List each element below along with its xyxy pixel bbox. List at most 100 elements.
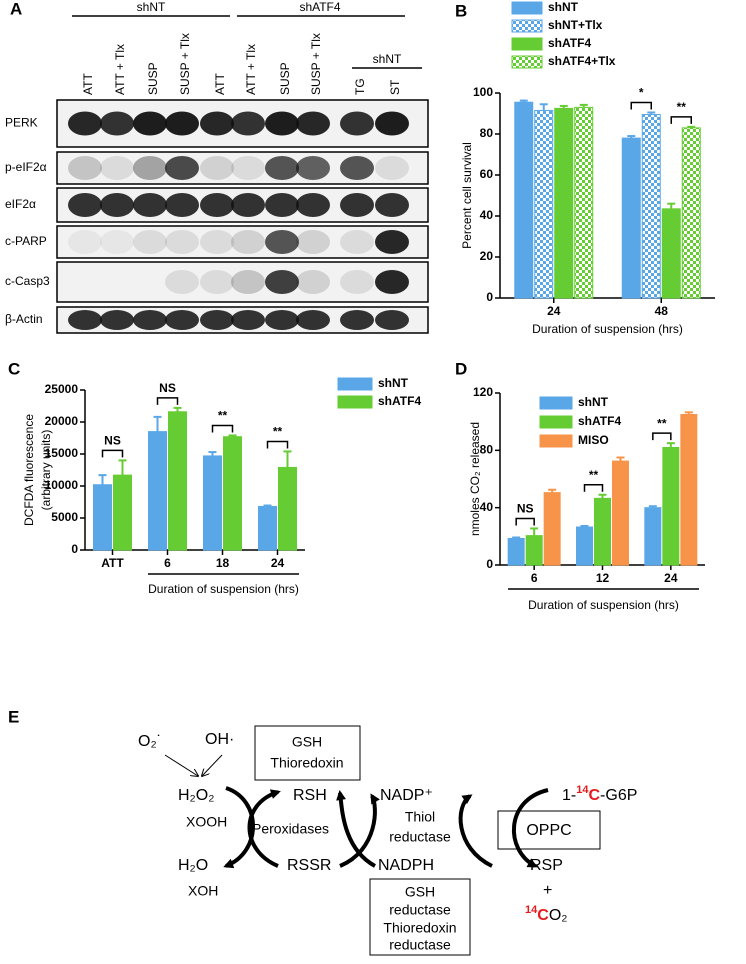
isotope: 14 — [525, 904, 538, 916]
significance-bracket — [670, 116, 692, 124]
arrow — [223, 786, 255, 869]
annotation: ** — [589, 468, 599, 482]
node-label: reductase — [389, 902, 451, 918]
band — [100, 111, 134, 136]
blot-strip — [56, 261, 429, 303]
arrow — [247, 789, 281, 868]
band — [231, 230, 265, 254]
node-label: -G6P — [600, 787, 637, 804]
bar — [681, 127, 701, 299]
node-label: H₂O₂ — [178, 787, 214, 804]
band — [265, 193, 299, 217]
y-tick-label: 20000 — [45, 414, 79, 428]
annotation: NS — [159, 381, 176, 395]
x-tick-label: 24 — [547, 304, 561, 318]
band — [340, 310, 374, 330]
legend-label: shNT — [378, 376, 409, 390]
band — [68, 310, 102, 330]
bar — [514, 101, 534, 299]
arrow — [336, 790, 377, 868]
x-tick-label: 6 — [164, 556, 171, 570]
error-bar — [627, 135, 636, 139]
significance-bracket — [211, 424, 234, 433]
band — [375, 193, 409, 217]
lane-label: SUSP + Tlx — [178, 33, 192, 95]
box — [497, 810, 601, 850]
annotation: ** — [657, 416, 667, 430]
y-tick-label: 20 — [480, 249, 494, 263]
arrow — [512, 788, 549, 868]
band — [100, 310, 134, 330]
error-bar — [616, 456, 625, 462]
lane-label: SUSP — [146, 62, 160, 95]
row-label: eIF2α — [5, 197, 36, 211]
bar — [554, 107, 574, 299]
band — [165, 310, 199, 330]
significance-bracket — [515, 517, 535, 526]
bar — [644, 507, 662, 566]
isotope: 14 — [576, 784, 589, 796]
legend-label: shNT — [548, 0, 579, 14]
node-label: 1-14C-G6P — [562, 784, 637, 804]
y-axis-label: DCFDA fluorescence — [22, 414, 36, 526]
bar — [203, 455, 222, 551]
legend-swatch — [511, 19, 543, 33]
bar — [641, 114, 661, 299]
node-label: 1- — [562, 787, 576, 804]
band — [133, 230, 167, 254]
band — [265, 111, 299, 136]
bar — [525, 535, 543, 566]
node-label: RSH — [293, 787, 327, 804]
x-tick-label: 6 — [531, 571, 538, 585]
row-label: c-Casp3 — [5, 274, 50, 288]
legend-label: shATF4 — [578, 414, 621, 428]
bar — [93, 484, 112, 551]
band — [265, 156, 299, 180]
row-label: β-Actin — [5, 312, 43, 326]
node-label: O₂ — [549, 907, 568, 924]
band — [165, 270, 199, 294]
node-label: NADPH — [378, 857, 434, 874]
y-tick-label: 0 — [486, 290, 493, 304]
row-label: p-eIF2α — [5, 160, 47, 174]
bar — [576, 526, 593, 566]
band — [100, 230, 134, 254]
legend-swatch — [539, 396, 573, 410]
legend-swatch — [337, 377, 373, 391]
significance-bracket — [156, 397, 179, 405]
annotation: ** — [273, 425, 283, 439]
band — [231, 111, 265, 136]
node-label: Thioredoxin — [383, 920, 456, 936]
band — [165, 111, 199, 136]
arrow — [202, 754, 223, 776]
x-tick-label: 18 — [216, 556, 230, 570]
node-label: Thiol — [405, 809, 435, 825]
band — [231, 270, 265, 294]
band — [200, 156, 234, 180]
bar — [574, 106, 594, 299]
band — [340, 193, 374, 217]
box — [369, 878, 471, 956]
error-bar — [559, 104, 568, 109]
lane-label: ATT + Tlx — [113, 44, 127, 95]
band — [68, 193, 102, 217]
band — [100, 156, 134, 180]
node-label: OPPC — [526, 822, 571, 839]
band — [296, 310, 330, 330]
error-bar — [153, 415, 162, 432]
y-tick-label: 80 — [480, 126, 494, 140]
band — [100, 193, 134, 217]
node-label: XOOH — [186, 814, 227, 830]
error-bar — [283, 450, 292, 468]
annotation: NS — [104, 434, 121, 448]
x-tick-label: ATT — [101, 556, 124, 570]
band — [231, 310, 265, 330]
bar — [258, 505, 277, 551]
band — [375, 310, 409, 330]
significance-bracket — [652, 432, 672, 441]
bar — [543, 492, 561, 566]
annotation: ** — [218, 409, 228, 423]
error-bar — [539, 103, 548, 111]
legend-label: shNT — [578, 395, 609, 409]
